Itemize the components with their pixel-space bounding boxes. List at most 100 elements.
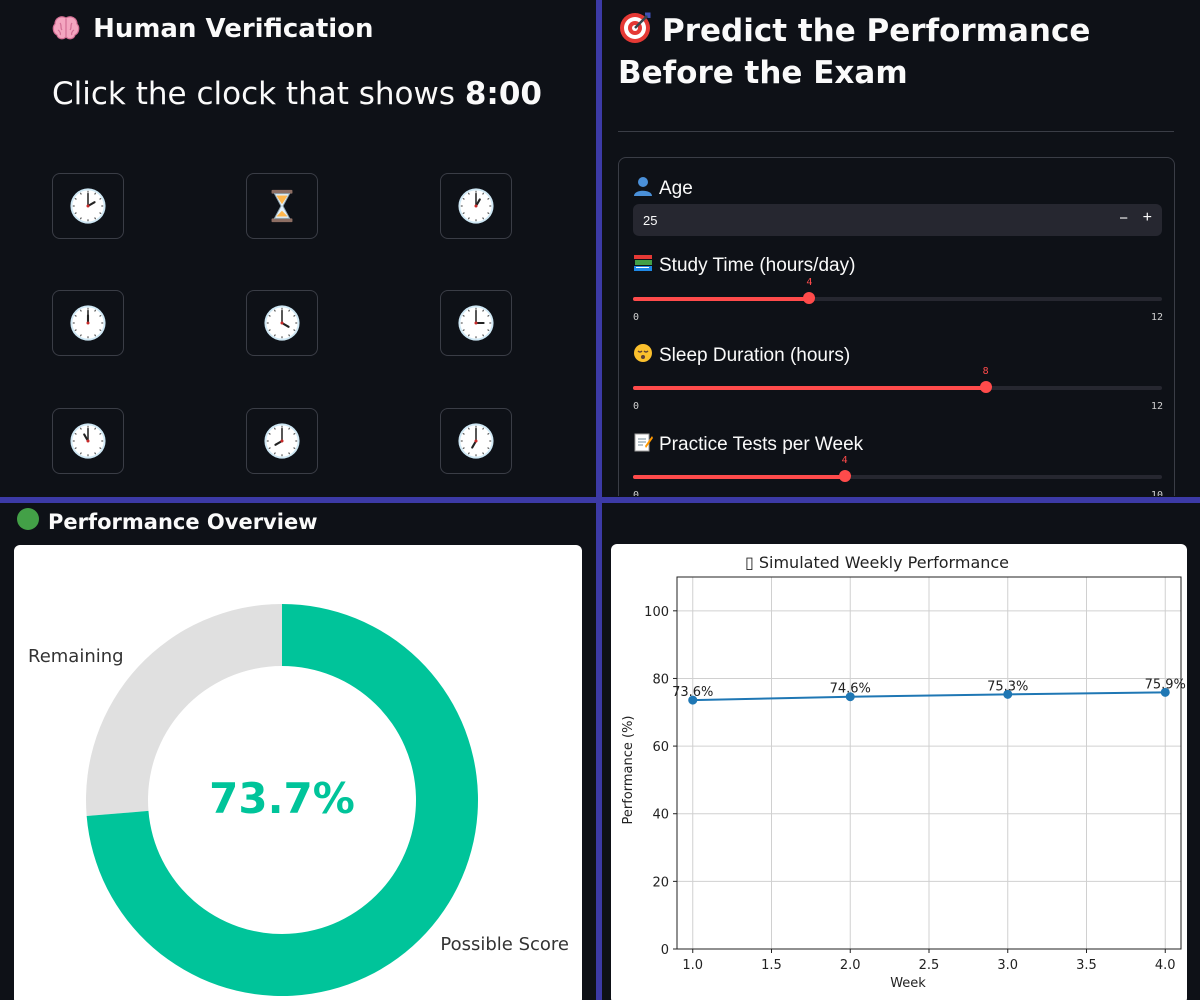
data-point <box>845 692 855 702</box>
weekly-chart-panel: ▯ Simulated Weekly Performance 1.0 1.5 2.0… <box>602 503 1200 1000</box>
donut-score-slice <box>86 604 478 996</box>
clock-option-button[interactable] <box>440 408 512 474</box>
brain-icon <box>52 14 84 44</box>
predict-title: Predict the Performance Before the Exam <box>618 10 1178 94</box>
practice-tests-label: Practice Tests per Week <box>633 432 863 458</box>
donut-remaining-slice <box>86 604 283 816</box>
clock-option-button[interactable] <box>246 290 318 356</box>
predict-panel: Predict the Performance Before the Exam … <box>602 0 1200 496</box>
clock-icon <box>264 305 300 341</box>
practice-tests-slider-fill <box>633 475 845 479</box>
x-tick-label: 2.0 <box>840 958 861 973</box>
y-tick-label: 40 <box>652 808 669 823</box>
predict-form: Age 25 − + Study Time (hours/day) 4 0 12… <box>618 157 1175 496</box>
verification-title: Human Verification <box>52 14 374 44</box>
data-point-label: 73.6% <box>672 685 713 700</box>
study-time-slider[interactable]: 4 <box>633 277 1162 304</box>
clock-icon <box>458 188 494 224</box>
horizontal-divider <box>0 497 1200 503</box>
clock-icon <box>458 423 494 459</box>
x-tick-label: 1.5 <box>761 958 782 973</box>
data-point <box>1003 689 1013 699</box>
verification-instruction: Click the clock that shows 8:00 <box>52 76 542 112</box>
y-tick-label: 0 <box>661 943 669 958</box>
data-point <box>688 695 698 705</box>
data-point-label: 75.9% <box>1145 677 1186 692</box>
data-point <box>1160 687 1170 697</box>
age-number-input[interactable]: 25 − + <box>633 204 1162 236</box>
practice-tests-slider[interactable]: 4 <box>633 455 1162 482</box>
divider <box>618 131 1174 132</box>
x-axis-label: Week <box>890 976 926 991</box>
practice-tests-min: 0 <box>633 490 640 496</box>
overview-panel: Performance Overview 73.7% Remaining Pos… <box>0 503 596 1000</box>
sleep-duration-label-text: Sleep Duration (hours) <box>659 345 851 366</box>
sleep-duration-slider-fill <box>633 386 986 390</box>
target-icon <box>618 10 662 52</box>
y-tick-label: 60 <box>652 740 669 755</box>
donut-chart-card: 73.7% Remaining Possible Score <box>14 545 582 1000</box>
practice-tests-slider-thumb[interactable] <box>838 470 851 482</box>
practice-tests-label-text: Practice Tests per Week <box>659 434 864 455</box>
overview-title: Performance Overview <box>16 507 318 536</box>
age-value[interactable]: 25 <box>643 213 658 228</box>
clock-option-button[interactable] <box>246 408 318 474</box>
clock-icon <box>458 305 494 341</box>
clock-option-button[interactable] <box>52 408 124 474</box>
predict-title-text: Predict the Performance Before the Exam <box>618 13 1091 91</box>
x-tick-label: 3.0 <box>997 958 1018 973</box>
clock-icon <box>264 423 300 459</box>
instruction-target-time: 8:00 <box>464 76 542 112</box>
clock-option-button[interactable] <box>52 290 124 356</box>
age-increment-button[interactable]: + <box>1142 209 1152 226</box>
age-label: Age <box>633 176 693 202</box>
practice-tests-max: 10 <box>1150 490 1163 496</box>
clock-option-button[interactable] <box>440 173 512 239</box>
study-time-current-value: 4 <box>806 277 813 288</box>
study-time-label-text: Study Time (hours/day) <box>659 255 856 276</box>
sleep-duration-current-value: 8 <box>982 366 989 377</box>
green-circle-icon <box>16 507 40 536</box>
study-time-slider-fill <box>633 297 810 301</box>
donut-center-percent: 73.7% <box>209 774 355 823</box>
verification-panel: Human Verification Click the clock that … <box>0 0 596 496</box>
clock-option-button[interactable] <box>246 173 318 239</box>
sleep-duration-label: Sleep Duration (hours) <box>633 343 850 369</box>
y-tick-label: 80 <box>652 672 669 687</box>
y-axis-label: Performance (%) <box>621 715 636 824</box>
x-tick-label: 3.5 <box>1076 958 1097 973</box>
age-label-text: Age <box>659 178 693 199</box>
weekly-line-chart: ▯ Simulated Weekly Performance 1.0 1.5 2.0… <box>621 553 1186 991</box>
x-tick-label: 4.0 <box>1155 958 1176 973</box>
series-line <box>692 691 1166 702</box>
sleep-duration-slider-thumb[interactable] <box>979 381 992 393</box>
hourglass-icon <box>271 189 293 223</box>
data-point-label: 74.6% <box>830 682 871 697</box>
practice-tests-current-value: 4 <box>841 455 848 466</box>
sleep-duration-max: 12 <box>1150 401 1163 412</box>
clock-icon <box>70 188 106 224</box>
person-icon <box>633 176 653 202</box>
y-tick-label: 20 <box>652 875 669 890</box>
data-point-label: 75.3% <box>987 679 1028 694</box>
study-time-slider-thumb[interactable] <box>803 292 816 304</box>
donut-remaining-label: Remaining <box>28 646 124 667</box>
x-tick-label: 1.0 <box>682 958 703 973</box>
donut-score-label: Possible Score <box>440 934 569 955</box>
overview-title-text: Performance Overview <box>48 509 318 534</box>
sleep-duration-min: 0 <box>633 401 640 412</box>
sleepy-face-icon <box>633 343 653 369</box>
instruction-text: Click the clock that shows <box>52 76 465 112</box>
clock-icon <box>70 305 106 341</box>
chart-title: ▯ Simulated Weekly Performance <box>745 553 1009 572</box>
y-tick-label: 100 <box>644 605 669 620</box>
donut-chart: 73.7% Remaining Possible Score <box>28 604 569 996</box>
clock-option-button[interactable] <box>440 290 512 356</box>
clock-icon <box>70 423 106 459</box>
plot-frame <box>676 576 1182 950</box>
clock-option-button[interactable] <box>52 173 124 239</box>
sleep-duration-slider[interactable]: 8 <box>633 366 1162 393</box>
age-decrement-button[interactable]: − <box>1119 210 1128 227</box>
weekly-chart-card: ▯ Simulated Weekly Performance 1.0 1.5 2.0… <box>611 544 1187 1000</box>
books-icon <box>633 254 653 278</box>
